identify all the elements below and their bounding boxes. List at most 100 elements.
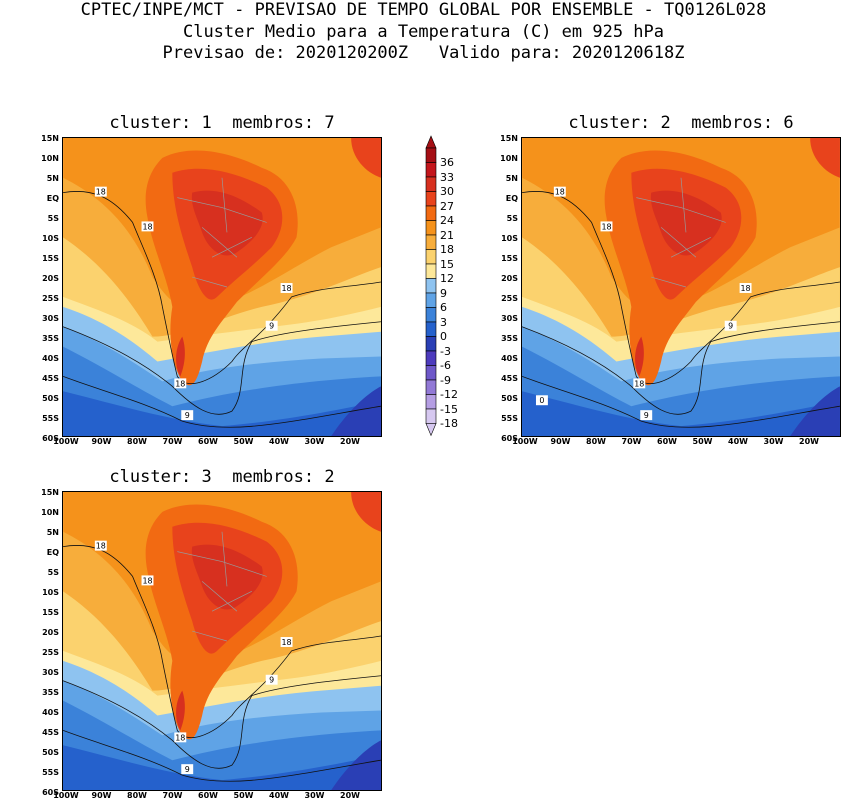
lat-tick-label: 25S	[42, 648, 59, 657]
borders	[177, 177, 267, 288]
contour-label-bg	[94, 540, 107, 551]
colorbar-swatch	[425, 408, 437, 424]
lon-tick-label: 20W	[340, 437, 360, 446]
colorbar-label: -12	[440, 388, 458, 401]
lat-tick-label: 15N	[500, 134, 518, 143]
colorbar-graphic	[425, 135, 437, 437]
colorbar-swatch	[425, 365, 437, 381]
land-south-30	[635, 336, 644, 377]
lon-tick-label: 50W	[233, 791, 254, 800]
lon-tick-label: 20W	[799, 437, 819, 446]
map-graphic: 18 18 18 9 18 9	[63, 492, 381, 790]
contour-label-bg	[739, 283, 752, 293]
lat-tick-label: 5N	[46, 174, 59, 183]
africa-patch	[351, 492, 381, 532]
lat-tick-label: 15N	[41, 134, 59, 143]
lat-tick-label: 50S	[501, 394, 518, 403]
colorbar-swatch	[425, 278, 437, 294]
contour-label-bg	[174, 732, 187, 743]
lon-tick-label: 70W	[621, 437, 642, 446]
contour-label-bg	[265, 320, 278, 331]
map-graphic: 18 18 18 9 18 9	[63, 138, 381, 436]
band-0	[522, 391, 840, 436]
colorbar-label: 12	[440, 272, 454, 285]
land-30	[650, 190, 722, 256]
lon-tick-label: 100W	[512, 437, 538, 446]
colorbar-swatch	[425, 292, 437, 308]
colorbar-swatch	[425, 176, 437, 192]
lon-tick-label: 90W	[91, 791, 112, 800]
lat-tick-label: 15S	[501, 254, 518, 263]
lon-tick-label: 70W	[162, 437, 183, 446]
contour-9	[522, 321, 840, 415]
colorbar-top-arrow	[425, 135, 437, 149]
contour-label: 18	[142, 576, 152, 585]
lat-tick-label: 5S	[47, 568, 59, 577]
lat-tick-label: EQ	[505, 194, 518, 203]
band-minus3	[790, 386, 840, 436]
contour-label-bg	[265, 674, 278, 685]
lat-tick-label: 60S	[501, 434, 518, 443]
band-minus3	[331, 740, 381, 790]
lon-tick-label: 90W	[550, 437, 571, 446]
colorbar-label: 15	[440, 257, 454, 271]
lat-tick-label: 55S	[501, 414, 518, 423]
colorbar-label: 33	[440, 170, 454, 184]
lat-tick-label: 10N	[41, 154, 59, 163]
lat-tick-label: 20S	[501, 274, 518, 283]
contour-label: 18	[555, 188, 565, 197]
lon-tick-label: 60W	[198, 791, 218, 800]
panel-2-map: 18 18 18 9 18 9 0	[521, 137, 841, 437]
africa-patch	[810, 138, 840, 178]
contour-label-bg	[181, 410, 194, 421]
lon-tick-label: 100W	[53, 791, 79, 800]
contour-label-bg	[280, 283, 293, 293]
colorbar-label: 21	[440, 228, 454, 242]
colorbar-legend: 36 33 30 27 24 21 18 15 12 9 6 3 0 -3 -6 -9 -12 -15 -18	[420, 134, 470, 444]
lon-tick-label: 20W	[340, 791, 360, 800]
lat-tick-label: 40S	[42, 354, 59, 363]
contour-9	[63, 321, 381, 415]
contour-label: 9	[269, 322, 274, 331]
contour-label-bg	[141, 575, 154, 586]
lon-tick-label: 30W	[304, 791, 325, 800]
colorbar-label: 3	[440, 315, 447, 329]
colorbar-label: 9	[440, 286, 447, 300]
lon-tick-label: 40W	[728, 437, 748, 446]
land-30	[191, 544, 263, 610]
colorbar-label: 36	[440, 156, 454, 169]
contour-label: 9	[185, 765, 190, 774]
lat-tick-label: 10N	[500, 154, 518, 163]
contour-label: 18	[282, 284, 292, 293]
colorbar-swatch	[425, 147, 437, 163]
contour-label: 9	[185, 411, 190, 420]
lon-tick-label: 80W	[127, 791, 147, 800]
contour-label-bg	[174, 378, 187, 389]
colorbar-swatch	[425, 379, 437, 395]
lat-tick-label: 10S	[42, 588, 59, 597]
lon-tick-label: 80W	[127, 437, 147, 446]
colorbar-label: 27	[440, 199, 454, 213]
contour-label: 9	[269, 676, 274, 685]
contour-label-bg	[94, 186, 107, 197]
lat-tick-label: 25S	[501, 294, 518, 303]
colorbar-swatch	[425, 350, 437, 366]
lat-tick-label: EQ	[46, 194, 59, 203]
lon-tick-label: 70W	[162, 791, 183, 800]
colorbar-label: -9	[440, 373, 451, 387]
colorbar-swatch	[425, 336, 437, 352]
lat-tick-label: 25S	[42, 294, 59, 303]
lat-tick-label: 30S	[42, 314, 59, 323]
lat-tick-label: 45S	[501, 374, 518, 383]
contour-label: 18	[175, 379, 185, 388]
colorbar-label: -15	[440, 402, 458, 416]
lon-tick-label: 40W	[269, 791, 289, 800]
band-minus3	[331, 386, 381, 436]
header-line-3: Previsao de: 2020120200Z Valido para: 20…	[162, 43, 685, 63]
colorbar-swatch	[425, 220, 437, 236]
colorbar-swatch	[425, 205, 437, 221]
lat-tick-label: 35S	[42, 334, 59, 343]
contour-label: 18	[96, 542, 106, 551]
lat-tick-label: 35S	[501, 334, 518, 343]
panel-1-title: cluster: 1 membros: 7	[109, 113, 335, 133]
